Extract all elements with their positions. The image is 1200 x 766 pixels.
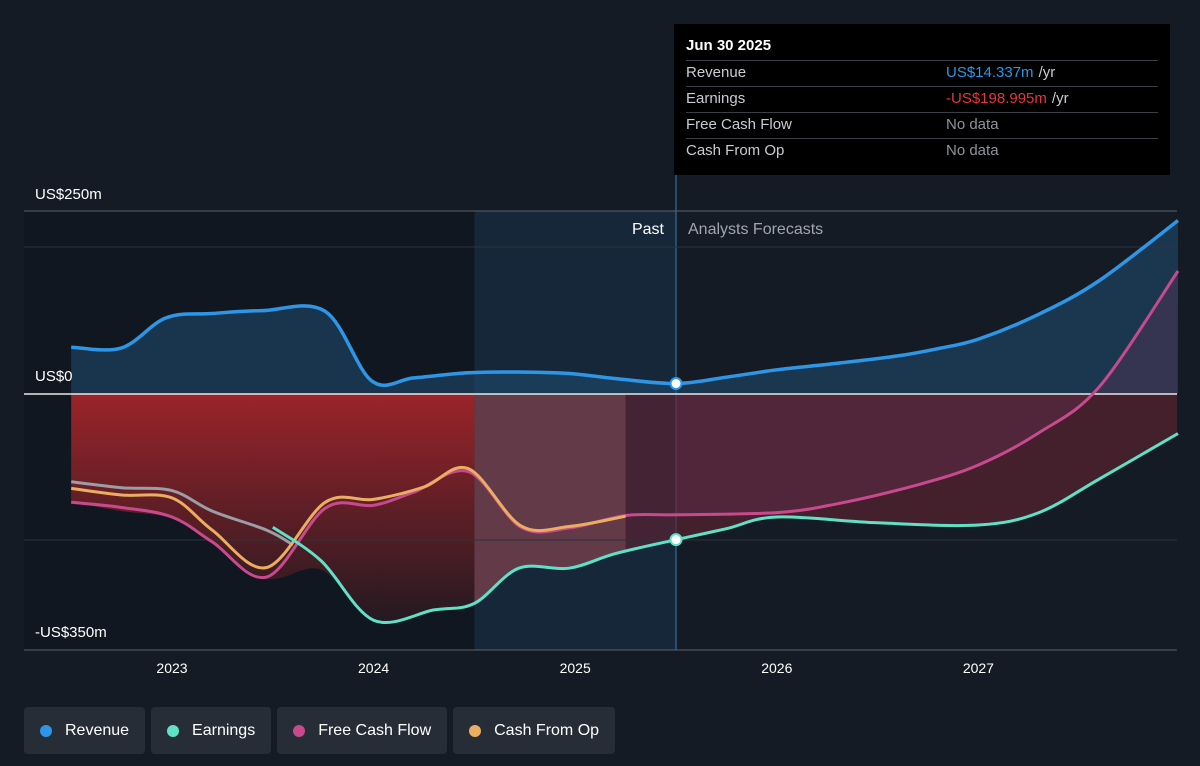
- legend-dot-icon: [167, 724, 180, 737]
- negative-area-mid: [474, 394, 626, 604]
- cash-from-op-line: [71, 465, 626, 570]
- tooltip-row-earnings: Earnings -US$198.995m /yr: [686, 86, 1158, 112]
- past-label: Past: [632, 221, 665, 238]
- legend-label: Earnings: [192, 721, 256, 739]
- legend-item-cash-from-op[interactable]: Cash From Op: [453, 707, 616, 754]
- free-cash-flow-line: [71, 270, 1180, 580]
- forecast-label: Analysts Forecasts: [688, 221, 823, 238]
- revenue-marker: [669, 377, 683, 391]
- x-tick-label: 2026: [761, 660, 792, 676]
- hover-tooltip: Jun 30 2025 Revenue US$14.337m /yr Earni…: [674, 24, 1170, 175]
- tooltip-unit: /yr: [1038, 64, 1056, 81]
- legend-label: Revenue: [65, 721, 130, 739]
- legend-dot-icon: [293, 724, 306, 737]
- fcf-forecast-area: [676, 271, 1178, 515]
- tooltip-unit: /yr: [1051, 90, 1069, 107]
- legend-label: Cash From Op: [494, 721, 600, 739]
- tooltip-date: Jun 30 2025: [686, 37, 772, 54]
- tooltip-label: Earnings: [686, 90, 746, 107]
- legend-item-earnings[interactable]: Earnings: [151, 707, 272, 754]
- y-label-top: US$250m: [35, 186, 102, 203]
- tooltip-label: Free Cash Flow: [686, 116, 792, 133]
- earnings-marker: [669, 533, 683, 547]
- tooltip-value: US$14.337m: [946, 64, 1034, 81]
- x-tick-label: 2027: [963, 660, 994, 676]
- tooltip-value: No data: [946, 116, 999, 133]
- revenue-line: [71, 219, 1180, 387]
- earnings-line: [271, 432, 1179, 625]
- legend-dot-icon: [469, 724, 482, 737]
- earnings-past-line: [71, 480, 294, 547]
- y-label-bottom: -US$350m: [35, 624, 107, 641]
- chart-legend: Revenue Earnings Free Cash Flow Cash Fro…: [24, 707, 616, 754]
- negative-area-past: [71, 394, 475, 622]
- tooltip-row-revenue: Revenue US$14.337m /yr: [686, 60, 1158, 86]
- legend-label: Free Cash Flow: [318, 721, 432, 739]
- tooltip-row-free-cash-flow: Free Cash Flow No data: [686, 112, 1158, 138]
- tooltip-label: Cash From Op: [686, 142, 785, 159]
- x-tick-label: 2023: [156, 660, 187, 676]
- legend-dot-icon: [40, 724, 52, 737]
- tooltip-label: Revenue: [686, 64, 747, 81]
- tooltip-value: No data: [946, 142, 999, 159]
- x-tick-label: 2024: [358, 660, 389, 676]
- tooltip-row-cash-from-op: Cash From Op No data: [686, 138, 1158, 164]
- legend-item-revenue[interactable]: Revenue: [24, 707, 146, 754]
- legend-item-free-cash-flow[interactable]: Free Cash Flow: [277, 707, 448, 754]
- y-label-zero: US$0: [35, 368, 73, 385]
- tooltip-value: -US$198.995m: [946, 90, 1047, 107]
- x-tick-label: 2025: [560, 660, 591, 676]
- revenue-area: [71, 220, 1179, 394]
